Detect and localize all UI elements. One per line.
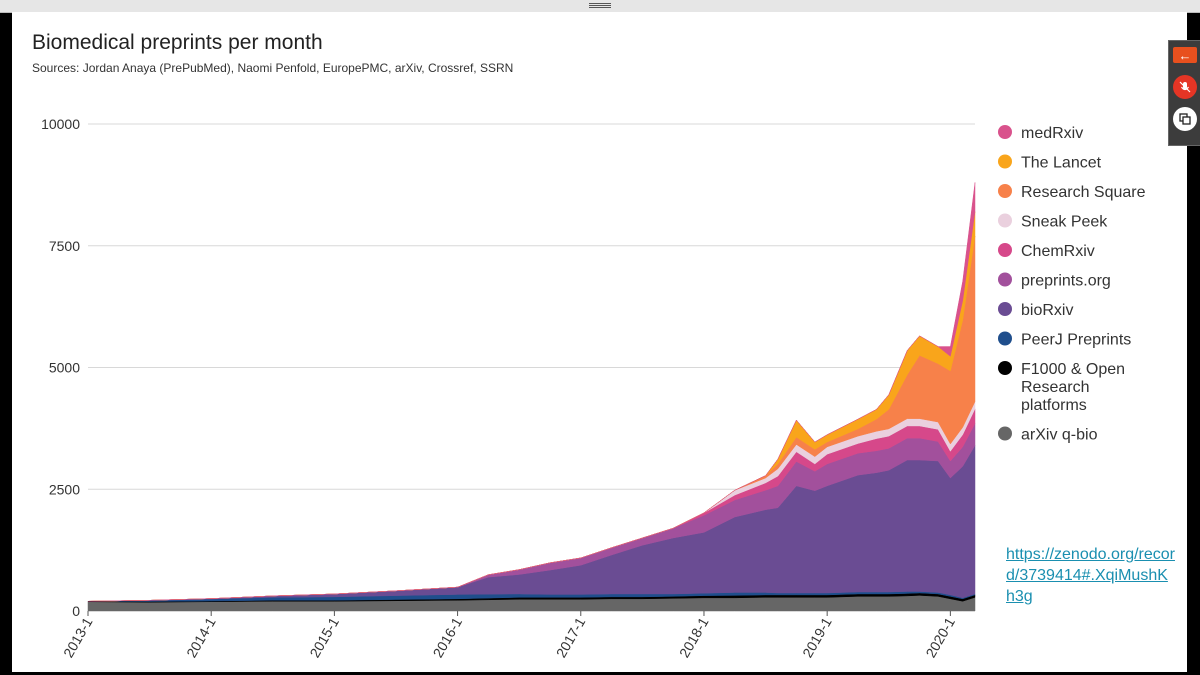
zenodo-link[interactable]: https://zenodo.org/record/3739414#.XqiMu… [1006, 546, 1175, 605]
legend-label: medRxiv [1021, 125, 1083, 142]
legend-swatch [998, 361, 1012, 375]
y-tick-label: 0 [72, 603, 80, 619]
legend-label: bioRxiv [1021, 302, 1073, 319]
legend-label: preprints.org [1021, 273, 1111, 290]
legend-swatch [998, 272, 1012, 287]
legend-label: PeerJ Preprints [1021, 332, 1131, 349]
chart-title: Biomedical preprints per month [32, 31, 323, 54]
microphone-muted-icon[interactable] [1173, 75, 1197, 99]
side-toolbar: ← [1168, 40, 1200, 146]
x-tick-label: 2017-1 [553, 614, 589, 660]
x-tick-label: 2020-1 [922, 614, 958, 660]
grid-lines [88, 123, 975, 490]
drag-handle-icon[interactable] [589, 2, 611, 10]
y-tick-label: 5000 [49, 360, 80, 376]
legend-label: The Lancet [1021, 155, 1102, 172]
y-tick-label: 7500 [49, 238, 80, 254]
area-series [87, 182, 976, 612]
area-medrxiv [87, 182, 976, 602]
slide: Biomedical preprints per month Sources: … [12, 12, 1187, 672]
x-tick-label: 2015-1 [306, 614, 342, 660]
legend-swatch [998, 213, 1012, 228]
y-tick-label: 2500 [49, 481, 80, 497]
legend-label: arXiv q-bio [1021, 427, 1098, 444]
legend-label: F1000 & Open Research platforms [1021, 361, 1125, 414]
y-tick-label: 10000 [41, 116, 80, 132]
chart: Biomedical preprints per month Sources: … [32, 31, 1146, 660]
legend-label: ChemRxiv [1021, 243, 1095, 260]
y-axis: 0 2500 5000 7500 10000 [41, 116, 80, 619]
legend-label: Research Square [1021, 184, 1146, 201]
legend-label: Sneak Peek [1021, 214, 1108, 231]
legend-swatch [998, 331, 1012, 346]
legend-swatch [998, 125, 1012, 139]
x-axis: 2013-1 2014-1 2015-1 2016-1 2017-1 2018-1 2019… [60, 611, 958, 660]
arrow-left-icon[interactable]: ← [1173, 47, 1197, 63]
legend-swatch [998, 154, 1012, 169]
x-tick-label: 2018-1 [676, 614, 712, 660]
x-tick-label: 2014-1 [183, 614, 219, 660]
legend: medRxiv The Lancet Research Square Sneak Pe… [998, 125, 1146, 444]
legend-swatch [998, 302, 1012, 316]
copy-window-icon[interactable] [1173, 107, 1197, 131]
legend-swatch [998, 426, 1012, 441]
legend-swatch [998, 184, 1012, 198]
legend-swatch [998, 243, 1012, 257]
chart-subtitle: Sources: Jordan Anaya (PrePubMed), Naomi… [32, 61, 513, 75]
x-tick-label: 2019-1 [799, 614, 835, 660]
x-tick-label: 2013-1 [60, 614, 96, 660]
x-tick-label: 2016-1 [430, 614, 466, 660]
